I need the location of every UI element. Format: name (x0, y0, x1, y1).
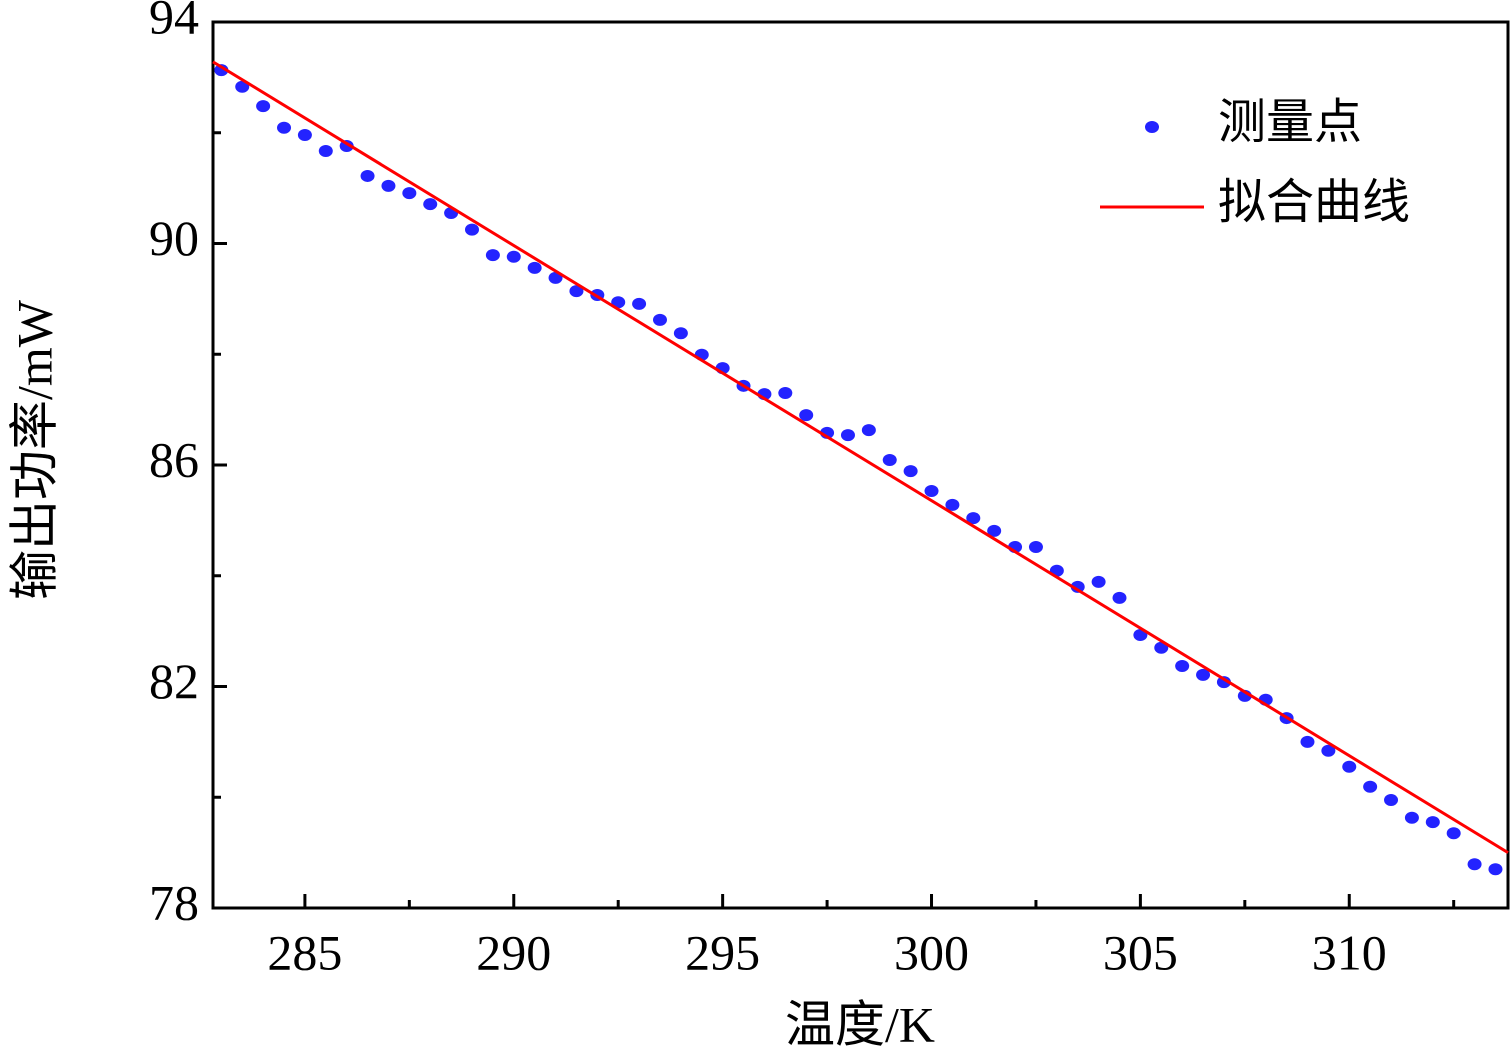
data-point (1300, 735, 1315, 748)
data-point (882, 454, 897, 467)
x-axis-title: 温度/K (785, 996, 935, 1052)
data-point (903, 465, 918, 478)
x-tick-label: 290 (476, 924, 551, 980)
data-point (652, 313, 667, 326)
data-point (360, 169, 375, 182)
data-point (1196, 668, 1211, 681)
y-tick-label: 94 (149, 0, 199, 44)
x-tick-label: 295 (685, 924, 760, 980)
data-point (987, 524, 1002, 537)
legend-label: 拟合曲线 (1218, 176, 1410, 229)
data-point (381, 179, 396, 192)
data-point (966, 512, 981, 525)
data-point (778, 387, 793, 400)
data-point (1028, 540, 1043, 553)
y-tick-label: 86 (149, 431, 199, 487)
x-tick-label: 285 (267, 924, 342, 980)
data-point (318, 145, 333, 158)
legend-label: 测量点 (1218, 96, 1362, 149)
data-point (485, 249, 500, 262)
data-point (924, 485, 939, 498)
data-point (1070, 580, 1085, 593)
data-point (1112, 591, 1127, 604)
data-point (1446, 827, 1461, 840)
x-tick-label: 305 (1103, 924, 1178, 980)
data-point (1175, 660, 1190, 673)
x-tick-label: 310 (1312, 924, 1387, 980)
data-point (297, 128, 312, 141)
data-point (1384, 794, 1399, 807)
data-point (527, 261, 542, 274)
data-point (402, 187, 417, 200)
data-point (1091, 575, 1106, 588)
data-point (632, 297, 647, 310)
data-point (840, 429, 855, 442)
y-axis-title: 输出功率/mW (6, 299, 62, 600)
data-point (506, 250, 521, 263)
data-point (214, 64, 229, 77)
plot-frame (211, 20, 1510, 910)
y-tick-label: 82 (149, 653, 199, 709)
data-point (1321, 744, 1336, 757)
data-point (1425, 816, 1440, 829)
data-point (235, 80, 250, 93)
data-point (611, 296, 626, 309)
data-point (1216, 676, 1231, 689)
legend-marker (1145, 121, 1159, 133)
data-point (256, 100, 271, 113)
data-point (1404, 811, 1419, 824)
data-point (1363, 780, 1378, 793)
data-point (569, 285, 584, 298)
data-point (861, 424, 876, 437)
data-point (277, 121, 292, 134)
x-tick-label: 300 (894, 924, 969, 980)
data-point (423, 198, 438, 211)
data-point (465, 223, 479, 236)
y-tick-label: 78 (149, 874, 199, 930)
fit-line (212, 60, 1509, 854)
data-point (673, 327, 688, 340)
data-point (1488, 863, 1503, 876)
data-point (945, 498, 960, 511)
data-point (1467, 858, 1482, 871)
data-point (799, 409, 814, 422)
y-tick-label: 90 (149, 210, 199, 266)
data-point (1342, 760, 1357, 773)
